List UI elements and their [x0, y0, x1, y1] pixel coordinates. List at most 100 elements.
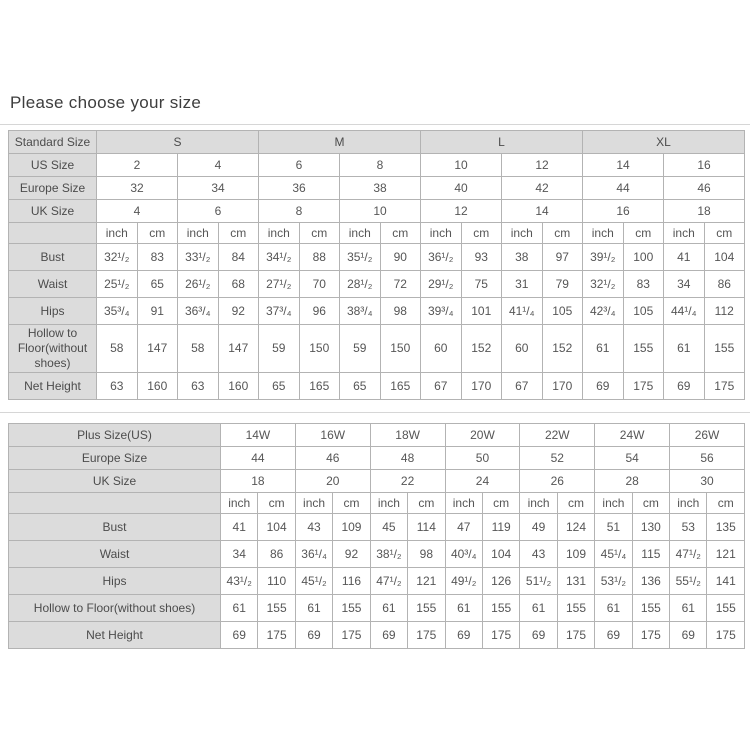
cell: 124	[556, 513, 596, 541]
cell: 36¹/₄	[294, 540, 334, 568]
cell: 63	[177, 372, 219, 400]
title-divider	[0, 124, 750, 125]
cell: 101	[460, 297, 502, 325]
cell: 65	[339, 372, 381, 400]
cell: 90	[379, 243, 421, 271]
cell: 50	[444, 446, 521, 470]
row-label: Waist	[8, 270, 97, 298]
cell: 65	[258, 372, 300, 400]
cell: 18W	[369, 423, 446, 447]
table-row-us-size: US Size 2 4 6 8 10 12 14 16	[8, 153, 745, 177]
cell: 25¹/₂	[96, 270, 138, 298]
cell: 29¹/₂	[420, 270, 462, 298]
cell: 42	[501, 176, 583, 200]
cell: 60	[501, 324, 543, 373]
cell: 41¹/₄	[501, 297, 543, 325]
table-row-bust: Bust 32¹/₂ 83 33¹/₂ 84 34¹/₂ 88 35¹/₂ 90 36¹/₂ 93 3…	[8, 243, 745, 271]
cell: inch	[444, 492, 483, 514]
cell: 104	[481, 540, 521, 568]
cell: 49	[519, 513, 558, 541]
cell: 41	[219, 513, 259, 541]
cell: 86	[703, 270, 745, 298]
cell: 40	[420, 176, 502, 200]
row-label	[8, 222, 97, 244]
cell: cm	[298, 222, 340, 244]
cell: inch	[177, 222, 219, 244]
cell: 150	[379, 324, 421, 373]
cell: inch	[369, 492, 409, 514]
cell: 14	[582, 153, 664, 177]
cell: 69	[219, 621, 259, 649]
cell: 114	[407, 513, 446, 541]
cell: 6	[258, 153, 340, 177]
cell: 47	[444, 513, 483, 541]
cell: 40³/₄	[444, 540, 483, 568]
cell: 51¹/₂	[519, 567, 558, 595]
cell: 48	[369, 446, 446, 470]
cell: 175	[706, 621, 745, 649]
cell: 61	[669, 594, 708, 622]
cell: 92	[332, 540, 371, 568]
cell: 43¹/₂	[219, 567, 259, 595]
cell: 12	[501, 153, 583, 177]
cell: 37³/₄	[258, 297, 300, 325]
cell: 39¹/₂	[582, 243, 624, 271]
cell: 30	[669, 469, 745, 493]
table-row-hips: Hips 43¹/₂ 110 45¹/₂ 116 47¹/₂ 121 49¹/₂ 126 51¹/…	[8, 567, 745, 595]
cell: 34¹/₂	[258, 243, 300, 271]
standard-size-table: Standard Size S M L XL US Size 2 4 6 8 10 12 14 16 Eur…	[8, 130, 745, 400]
cell: inch	[582, 222, 624, 244]
cell: inch	[594, 492, 633, 514]
cell: 32¹/₂	[96, 243, 138, 271]
cell: 8	[339, 153, 421, 177]
cell: 98	[379, 297, 421, 325]
cell: 75	[460, 270, 502, 298]
cell: 53	[669, 513, 708, 541]
cell: 38³/₄	[339, 297, 381, 325]
row-label: Standard Size	[8, 130, 97, 154]
cell: 31	[501, 270, 543, 298]
cell: 152	[541, 324, 583, 373]
cell: 147	[136, 324, 178, 373]
cell: 165	[298, 372, 340, 400]
table-row-uk-size: UK Size 4 6 8 10 12 14 16 18	[8, 199, 745, 223]
cell: inch	[258, 222, 300, 244]
cell: 12	[420, 199, 502, 223]
cell: 160	[136, 372, 178, 400]
cell: 32	[96, 176, 178, 200]
cell: 147	[217, 324, 259, 373]
cell: 47¹/₂	[369, 567, 409, 595]
cell: 69	[594, 621, 633, 649]
cell: 69	[669, 621, 708, 649]
cell: 61	[594, 594, 633, 622]
cell: 68	[217, 270, 259, 298]
cell: 92	[217, 297, 259, 325]
cell: 61	[294, 594, 334, 622]
cell: 43	[519, 540, 558, 568]
cell: 155	[332, 594, 371, 622]
cell: 61	[219, 594, 259, 622]
cell: 22W	[519, 423, 596, 447]
cell: 155	[622, 324, 664, 373]
cell: 155	[706, 594, 745, 622]
cell: 67	[501, 372, 543, 400]
cell: inch	[669, 492, 708, 514]
cell: 72	[379, 270, 421, 298]
cell: 160	[217, 372, 259, 400]
cell: 130	[631, 513, 671, 541]
cell: cm	[217, 222, 259, 244]
cell: 67	[420, 372, 462, 400]
cell: 28¹/₂	[339, 270, 381, 298]
cell: 135	[706, 513, 745, 541]
table-row-units: inch cm inch cm inch cm inch cm inch cm inch cm inch…	[8, 492, 745, 514]
cell: 35¹/₂	[339, 243, 381, 271]
cell: cm	[379, 222, 421, 244]
cell: 14	[501, 199, 583, 223]
row-label: Waist	[8, 540, 221, 568]
cell: cm	[556, 492, 596, 514]
cell: 175	[481, 621, 521, 649]
cell: 69	[519, 621, 558, 649]
cell: 16W	[294, 423, 371, 447]
cell: cm	[631, 492, 671, 514]
cell: 175	[631, 621, 671, 649]
